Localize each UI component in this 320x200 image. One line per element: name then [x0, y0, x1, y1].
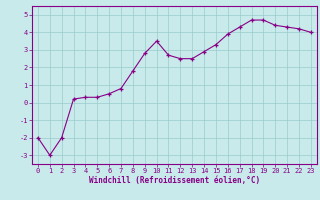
- X-axis label: Windchill (Refroidissement éolien,°C): Windchill (Refroidissement éolien,°C): [89, 176, 260, 185]
